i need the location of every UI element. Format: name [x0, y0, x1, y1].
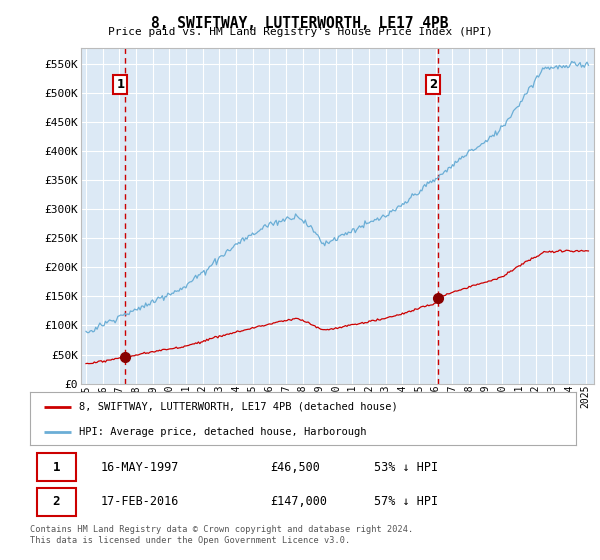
Text: Price paid vs. HM Land Registry's House Price Index (HPI): Price paid vs. HM Land Registry's House …: [107, 27, 493, 37]
Text: 1: 1: [116, 78, 125, 91]
Text: 17-FEB-2016: 17-FEB-2016: [101, 495, 179, 508]
Text: 8, SWIFTWAY, LUTTERWORTH, LE17 4PB: 8, SWIFTWAY, LUTTERWORTH, LE17 4PB: [151, 16, 449, 31]
Text: 53% ↓ HPI: 53% ↓ HPI: [374, 460, 438, 474]
Text: £147,000: £147,000: [270, 495, 327, 508]
FancyBboxPatch shape: [37, 488, 76, 516]
FancyBboxPatch shape: [37, 453, 76, 481]
Text: 16-MAY-1997: 16-MAY-1997: [101, 460, 179, 474]
Text: £46,500: £46,500: [270, 460, 320, 474]
Text: 1: 1: [52, 460, 60, 474]
Text: Contains HM Land Registry data © Crown copyright and database right 2024.
This d: Contains HM Land Registry data © Crown c…: [30, 525, 413, 545]
Text: HPI: Average price, detached house, Harborough: HPI: Average price, detached house, Harb…: [79, 427, 367, 437]
Text: 57% ↓ HPI: 57% ↓ HPI: [374, 495, 438, 508]
Text: 2: 2: [429, 78, 437, 91]
Text: 2: 2: [52, 495, 60, 508]
Text: 8, SWIFTWAY, LUTTERWORTH, LE17 4PB (detached house): 8, SWIFTWAY, LUTTERWORTH, LE17 4PB (deta…: [79, 402, 398, 412]
